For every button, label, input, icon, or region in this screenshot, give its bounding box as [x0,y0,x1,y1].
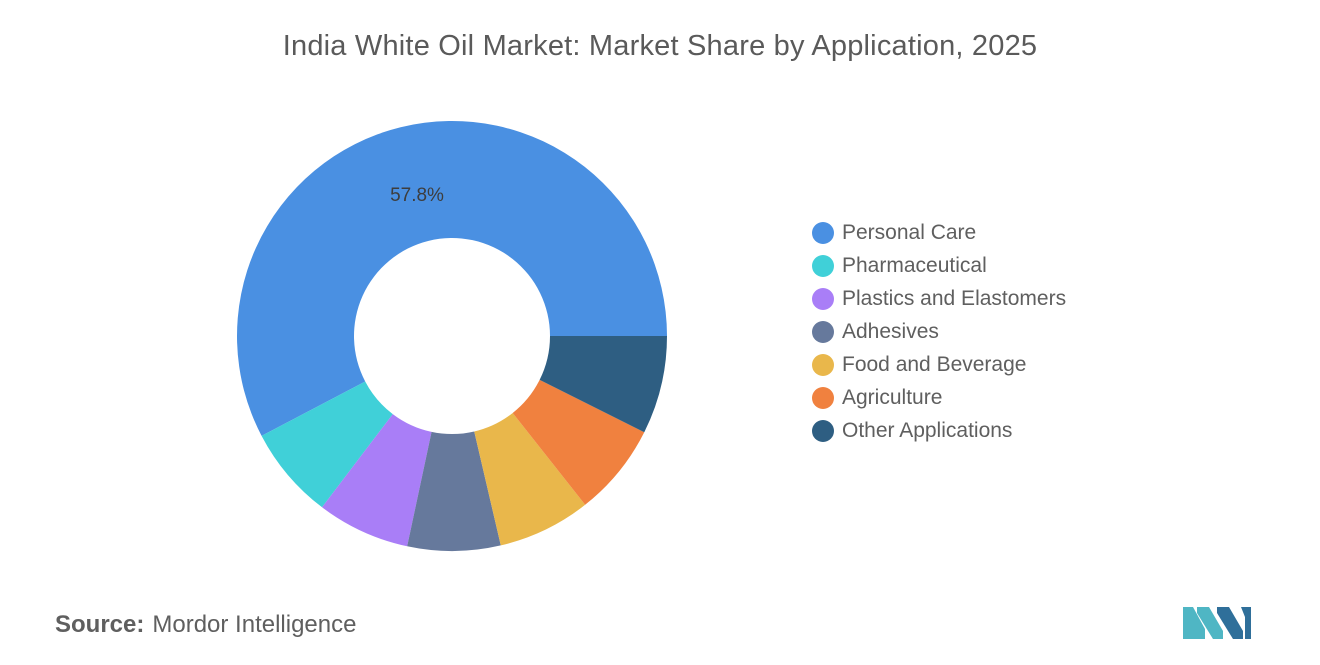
legend-item: Pharmaceutical [812,249,1066,282]
legend-swatch [812,353,834,376]
mordor-intelligence-logo-icon [1183,607,1251,639]
legend-swatch [812,254,834,277]
legend-label: Other Applications [842,418,1013,442]
legend-label: Personal Care [842,220,977,244]
legend-item: Adhesives [812,315,1066,348]
legend-swatch [812,386,834,409]
legend-swatch [812,221,834,244]
donut-slice-plastics-and-elastomers [322,414,432,547]
legend-swatch [812,419,834,442]
legend-item: Agriculture [812,381,1066,414]
legend-item: Food and Beverage [812,348,1066,381]
source-note: Source: Mordor Intelligence [55,611,356,639]
donut-slice-agriculture [512,379,645,505]
source-label: Source: [55,611,145,638]
donut-data-labels: 57.8% [390,185,444,206]
legend-label: Adhesives [842,319,939,343]
chart-title: India White Oil Market: Market Share by … [282,30,1038,62]
legend: Personal Care Pharmaceutical Plastics and … [812,216,1066,447]
legend-label: Agriculture [842,385,943,409]
data-label-personal-care: 57.8% [390,185,444,206]
donut-slice-food-and-beverage [474,412,586,546]
legend-label: Pharmaceutical [842,253,987,277]
legend-swatch [812,287,834,310]
source-text: Mordor Intelligence [152,611,357,638]
legend-swatch [812,320,834,343]
legend-label: Plastics and Elastomers [842,286,1067,310]
donut-slice-adhesives [407,431,501,551]
legend-item: Plastics and Elastomers [812,282,1066,315]
legend-item: Personal Care [812,216,1066,249]
donut-slice-pharmaceutical [261,381,393,508]
legend-item: Other Applications [812,414,1066,447]
legend-label: Food and Beverage [842,352,1027,376]
donut-slice-other-applications [539,336,667,433]
donut-slices [237,121,668,551]
donut-slice-personal-care [237,121,668,436]
